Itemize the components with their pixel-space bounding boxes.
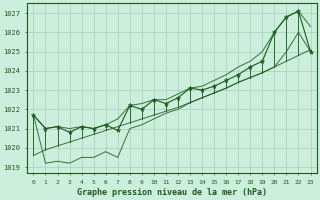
X-axis label: Graphe pression niveau de la mer (hPa): Graphe pression niveau de la mer (hPa) [77,188,267,197]
